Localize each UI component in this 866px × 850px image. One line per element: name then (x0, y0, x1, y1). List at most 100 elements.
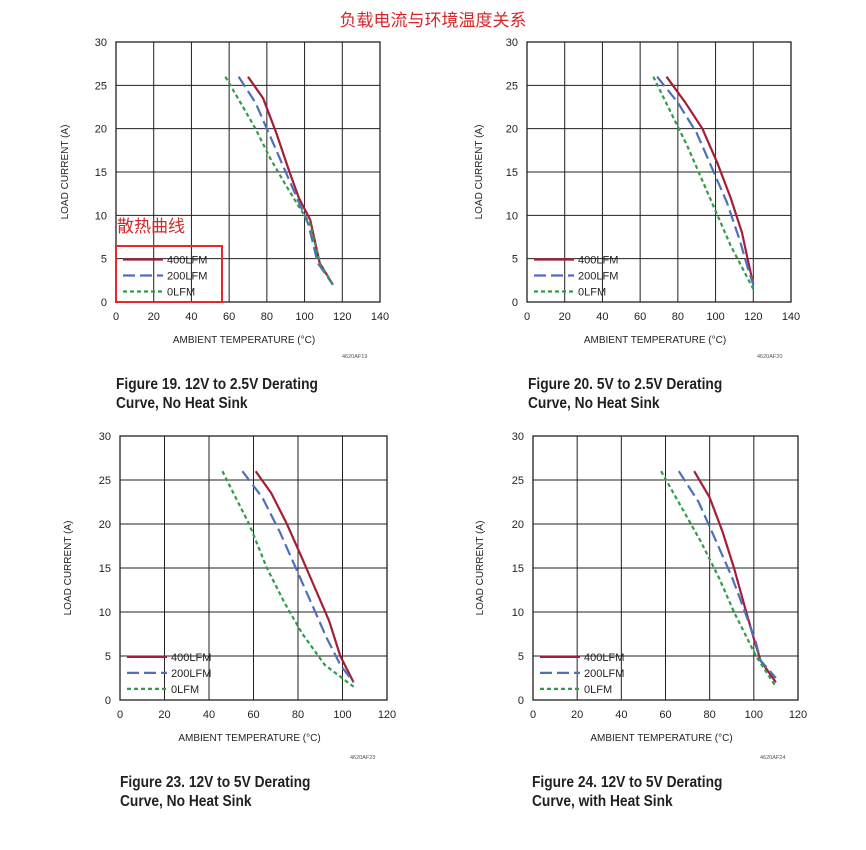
y-tick-label: 20 (99, 519, 111, 531)
x-tick-label: 120 (744, 311, 762, 323)
y-tick-label: 30 (506, 37, 518, 49)
figure-caption: Figure 23. 12V to 5V Derating Curve, No … (120, 773, 310, 811)
series-line-200lfm (241, 470, 355, 684)
series-line-200lfm (656, 76, 755, 286)
chart-fig24-svg: 0 20 40 60 80 100 120 0 5 10 15 20 25 30 AMBIENT TEMPE… (475, 431, 807, 744)
figure-caption: Figure 19. 12V to 2.5V Derating Curve, N… (116, 375, 318, 413)
legend-label: 0LFM (167, 287, 195, 299)
chart-fig19: 0 20 40 60 80 100 120 140 0 5 10 15 20 25 30 AMBIENT TE… (40, 30, 440, 360)
chart-fig23: 0 20 40 60 80 100 120 0 5 10 15 20 25 30 AMBIENT TEMPE… (40, 427, 440, 767)
legend-highlight-box (115, 245, 223, 303)
series-line-0lfm (221, 470, 355, 688)
x-tick-label: 100 (706, 311, 724, 323)
y-tick-label: 30 (99, 431, 111, 443)
x-tick-label: 20 (571, 709, 583, 721)
y-tick-label: 15 (506, 167, 518, 179)
x-tick-label: 0 (117, 709, 123, 721)
caption-line-2: Curve, with Heat Sink (532, 793, 673, 810)
caption-line-2: Curve, No Heat Sink (120, 793, 252, 810)
legend-label: 400LFM (584, 652, 624, 664)
y-tick-label: 30 (95, 37, 107, 49)
figure-caption: Figure 20. 5V to 2.5V Derating Curve, No… (528, 375, 722, 413)
y-tick-label: 15 (99, 563, 111, 575)
y-tick-label: 20 (506, 124, 518, 136)
y-tick-label: 20 (95, 124, 107, 136)
page-title: 负载电流与环境温度关系 (339, 11, 527, 31)
x-tick-label: 20 (148, 311, 160, 323)
legend-label: 0LFM (171, 684, 199, 696)
y-tick-label: 10 (506, 210, 518, 222)
x-tick-label: 0 (113, 311, 119, 323)
x-tick-label: 120 (333, 311, 351, 323)
x-tick-label: 120 (378, 709, 396, 721)
series-line-0lfm (652, 76, 755, 290)
y-tick-label: 25 (99, 475, 111, 487)
caption-line-2: Curve, No Heat Sink (528, 395, 660, 412)
y-tick-label: 10 (95, 210, 107, 222)
y-tick-label: 25 (512, 475, 524, 487)
y-axis-label: LOAD CURRENT (A) (60, 125, 71, 220)
legend-label: 400LFM (171, 652, 211, 664)
y-tick-label: 30 (512, 431, 524, 443)
x-tick-label: 140 (782, 311, 800, 323)
chart-fig19-svg: 0 20 40 60 80 100 120 140 0 5 10 15 20 25 30 AMBIENT TE… (60, 37, 389, 346)
figure-caption: Figure 24. 12V to 5V Derating Curve, wit… (532, 773, 722, 811)
y-tick-label: 25 (506, 80, 518, 92)
legend-label: 200LFM (171, 668, 211, 680)
x-tick-label: 100 (295, 311, 313, 323)
series-line-400lfm (254, 470, 355, 683)
x-tick-label: 140 (371, 311, 389, 323)
y-tick-label: 0 (101, 297, 107, 309)
y-tick-label: 0 (518, 695, 524, 707)
series-line-200lfm (237, 76, 334, 286)
x-tick-label: 0 (530, 709, 536, 721)
x-tick-label: 40 (615, 709, 627, 721)
series-line-400lfm (693, 470, 777, 684)
y-tick-label: 0 (512, 297, 518, 309)
y-tick-label: 15 (512, 563, 524, 575)
y-tick-label: 10 (99, 607, 111, 619)
plot-frame (119, 435, 388, 701)
x-axis-label: AMBIENT TEMPERATURE (°C) (173, 335, 315, 346)
caption-line-1: Figure 19. 12V to 2.5V Derating (116, 376, 318, 393)
x-tick-label: 100 (333, 709, 351, 721)
x-tick-label: 0 (524, 311, 530, 323)
x-tick-label: 40 (185, 311, 197, 323)
plot-frame (532, 435, 799, 701)
x-tick-label: 120 (789, 709, 807, 721)
series-line-200lfm (677, 470, 777, 679)
x-tick-label: 60 (223, 311, 235, 323)
legend-label: 0LFM (578, 287, 606, 299)
y-tick-label: 10 (512, 607, 524, 619)
x-tick-label: 80 (704, 709, 716, 721)
x-tick-label: 80 (292, 709, 304, 721)
legend-label: 400LFM (167, 255, 207, 267)
x-axis-label: AMBIENT TEMPERATURE (°C) (178, 733, 320, 744)
legend-label: 200LFM (584, 668, 624, 680)
x-tick-label: 20 (158, 709, 170, 721)
x-axis-label: AMBIENT TEMPERATURE (°C) (590, 733, 732, 744)
series-line-400lfm (665, 76, 755, 285)
x-tick-label: 60 (659, 709, 671, 721)
x-tick-label: 60 (247, 709, 259, 721)
series-line-400lfm (247, 76, 334, 286)
x-tick-label: 40 (203, 709, 215, 721)
figure-code: 4620AF24 (760, 755, 786, 761)
y-axis-label: LOAD CURRENT (A) (63, 521, 74, 616)
chart-fig20-svg: 0 20 40 60 80 100 120 140 0 5 10 15 20 25 30 AMBIENT TE… (474, 37, 800, 346)
x-tick-label: 80 (261, 311, 273, 323)
y-tick-label: 20 (512, 519, 524, 531)
y-axis-label: LOAD CURRENT (A) (474, 125, 485, 220)
y-tick-label: 5 (101, 254, 107, 266)
plot-frame (526, 41, 792, 303)
series-line-0lfm (660, 470, 777, 688)
caption-line-1: Figure 24. 12V to 5V Derating (532, 774, 723, 791)
caption-line-2: Curve, No Heat Sink (116, 395, 248, 412)
series-line-0lfm (224, 76, 334, 286)
x-axis-label: AMBIENT TEMPERATURE (°C) (584, 335, 726, 346)
legend-label: 200LFM (167, 271, 207, 283)
legend-label: 0LFM (584, 684, 612, 696)
y-tick-label: 0 (105, 695, 111, 707)
y-tick-label: 5 (512, 254, 518, 266)
figure-code: 4620AF23 (350, 755, 376, 761)
